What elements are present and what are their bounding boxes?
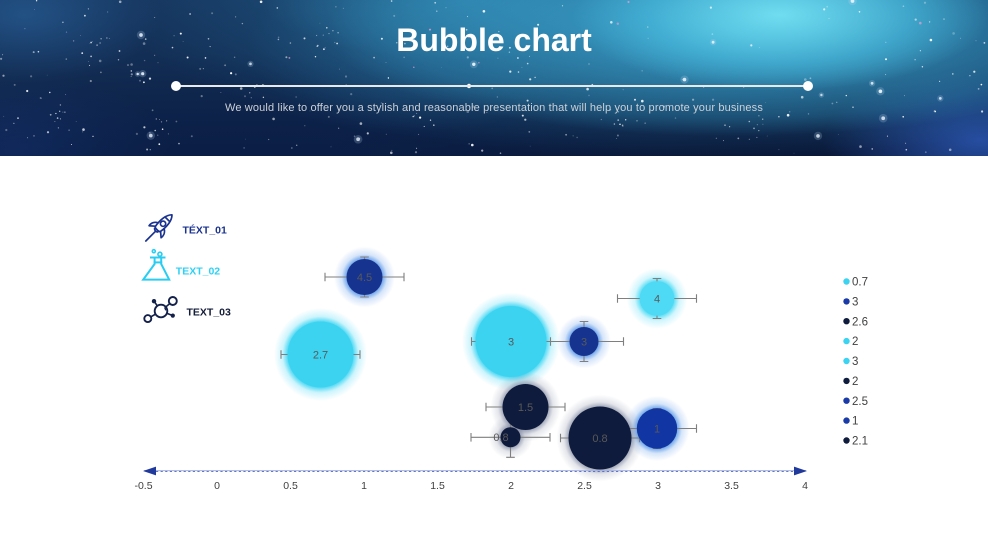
svg-text:1: 1 (361, 480, 367, 492)
svg-text:3: 3 (852, 356, 858, 368)
svg-text:TÉXT_01: TÉXT_01 (183, 224, 228, 237)
svg-text:1.5: 1.5 (518, 402, 533, 414)
svg-text:4.5: 4.5 (357, 272, 372, 284)
svg-text:4: 4 (802, 480, 808, 492)
svg-text:1: 1 (852, 416, 858, 428)
svg-text:2.7: 2.7 (313, 349, 328, 361)
svg-text:3: 3 (508, 336, 514, 348)
svg-text:3: 3 (581, 336, 587, 348)
svg-text:1: 1 (654, 423, 660, 435)
svg-text:0: 0 (214, 480, 220, 492)
svg-text:2: 2 (852, 336, 858, 348)
svg-text:2.5: 2.5 (852, 396, 868, 408)
svg-text:TEXT_03: TEXT_03 (187, 307, 232, 319)
svg-text:2: 2 (852, 376, 858, 388)
svg-text:2.5: 2.5 (577, 480, 592, 492)
svg-text:3: 3 (852, 297, 858, 309)
svg-text:0.5: 0.5 (283, 480, 298, 492)
svg-text:2.6: 2.6 (852, 316, 868, 328)
svg-text:0.8: 0.8 (592, 433, 607, 445)
svg-text:3: 3 (655, 480, 661, 492)
svg-text:-0.5: -0.5 (134, 480, 152, 492)
svg-text:0.8: 0.8 (493, 432, 508, 444)
svg-text:1.5: 1.5 (430, 480, 445, 492)
svg-text:4: 4 (654, 293, 660, 305)
svg-text:TEXT_02: TEXT_02 (176, 266, 221, 278)
svg-text:3.5: 3.5 (724, 480, 739, 492)
svg-text:2: 2 (508, 480, 514, 492)
svg-text:0.7: 0.7 (852, 277, 868, 289)
svg-text:2.1: 2.1 (852, 436, 868, 448)
